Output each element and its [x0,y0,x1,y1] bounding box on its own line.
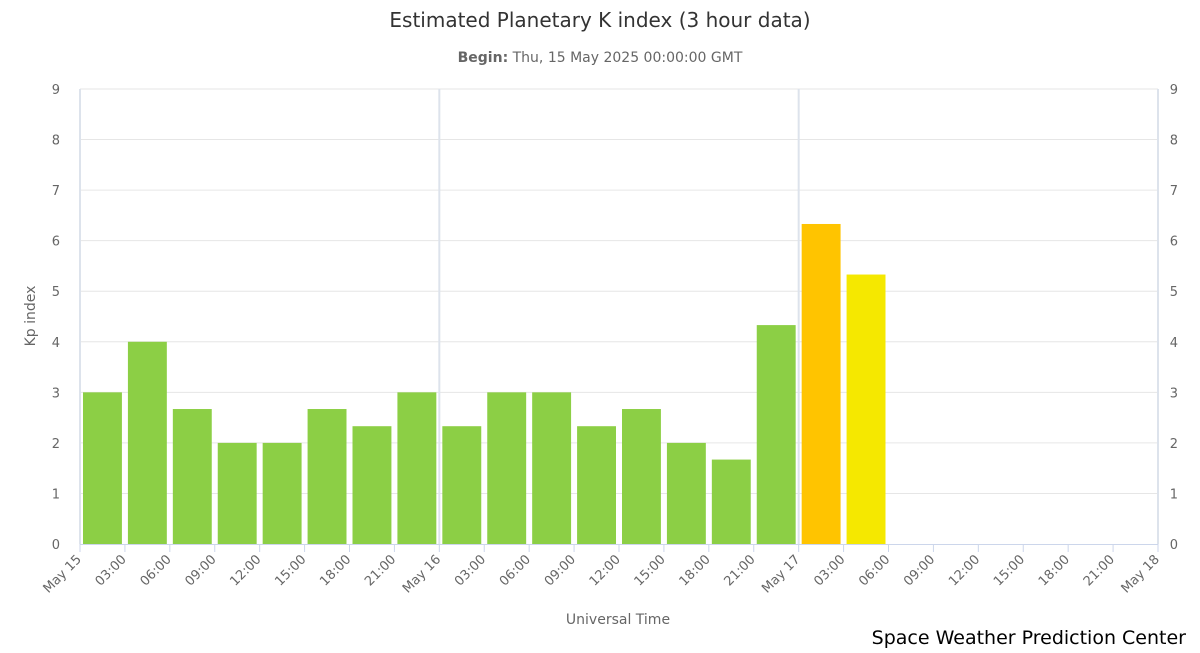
x-tick-label: 12:00 [587,552,624,589]
x-tick-label: 21:00 [1081,552,1118,589]
y-tick-label-left: 3 [52,386,60,401]
x-tick-label: 06:00 [497,552,534,589]
y-tick-label-right: 3 [1170,386,1178,401]
y-axis-right-labels: 0 1 2 3 4 5 6 7 8 9 [1170,83,1178,553]
x-tick-label: 12:00 [946,552,983,589]
x-tick-label: 18:00 [677,552,714,589]
y-tick-label-right: 5 [1170,285,1178,300]
day-separator-lines [79,89,1159,544]
y-tick-label-left: 0 [52,538,60,553]
chart-subtitle: Begin: Thu, 15 May 2025 00:00:00 GMT [0,50,1200,66]
credit-label: Space Weather Prediction Center [871,627,1186,649]
kp-bar [307,409,347,544]
x-tick-label: 15:00 [991,552,1028,589]
y-tick-label-right: 2 [1170,437,1178,452]
x-tick-label: 09:00 [542,552,579,589]
y-tick-label-right: 9 [1170,83,1178,98]
x-axis-title: Universal Time [566,612,670,628]
y-tick-label-left: 2 [52,437,60,452]
kp-bar [487,392,527,544]
y-tick-label-left: 8 [52,134,60,149]
x-tick-label: 09:00 [182,552,219,589]
x-tick-label: 09:00 [901,552,938,589]
x-tick-label: May 15 [41,552,85,596]
x-tick-label: 21:00 [362,552,399,589]
axes [79,544,1159,552]
bars [83,223,886,544]
x-tick-label: May 16 [400,552,444,596]
x-tick-label: 06:00 [138,552,175,589]
kp-bar [666,442,706,544]
x-tick-label: 21:00 [721,552,758,589]
chart-title: Estimated Planetary K index (3 hour data… [389,8,811,32]
kp-bar [127,341,167,544]
kp-bar [801,223,841,544]
kp-bar [83,392,122,544]
kp-bar [711,459,751,544]
y-tick-label-left: 9 [52,83,60,98]
subtitle-label: Begin: [457,50,509,66]
kp-bar [577,426,616,544]
y-tick-label-left: 5 [52,285,60,300]
y-tick-label-right: 0 [1170,538,1178,553]
kp-bar [846,274,886,544]
y-axis-left-labels: 0 1 2 3 4 5 6 7 8 9 [52,83,60,553]
kp-bar [217,442,257,544]
y-tick-label-right: 1 [1170,487,1178,502]
kp-bar [397,392,437,544]
y-tick-label-left: 6 [52,235,60,250]
subtitle-value: Thu, 15 May 2025 00:00:00 GMT [512,50,743,66]
x-tick-label: 18:00 [317,552,354,589]
x-axis-labels: May 15 03:00 06:00 09:00 12:00 15:00 18:00 21:0… [41,552,1163,596]
kp-bar [262,442,302,544]
x-tick-label: May 18 [1119,552,1163,596]
x-tick-label: 12:00 [227,552,264,589]
x-tick-label: 06:00 [856,552,893,589]
x-tick-label: 03:00 [811,552,848,589]
y-tick-label-right: 7 [1170,184,1178,199]
x-tick-label: 03:00 [93,552,130,589]
x-tick-label: 03:00 [452,552,489,589]
y-tick-label-right: 8 [1170,134,1178,149]
y-tick-label-left: 7 [52,184,60,199]
kp-bar [442,426,482,544]
y-tick-label-left: 1 [52,487,60,502]
kp-bar [622,409,661,544]
kp-bar [352,426,392,544]
y-tick-label-right: 6 [1170,235,1178,250]
x-tick-label: 15:00 [272,552,309,589]
grid-lines [80,88,1158,494]
kp-bar [532,392,572,544]
y-axis-title: Kp index [23,286,39,347]
x-tick-label: 18:00 [1036,552,1073,589]
kp-bar [756,325,796,544]
y-tick-label-left: 4 [52,336,60,351]
y-tick-label-right: 4 [1170,336,1178,351]
x-tick-label: May 17 [759,552,803,596]
kp-bar [172,409,212,544]
x-tick-label: 15:00 [632,552,669,589]
